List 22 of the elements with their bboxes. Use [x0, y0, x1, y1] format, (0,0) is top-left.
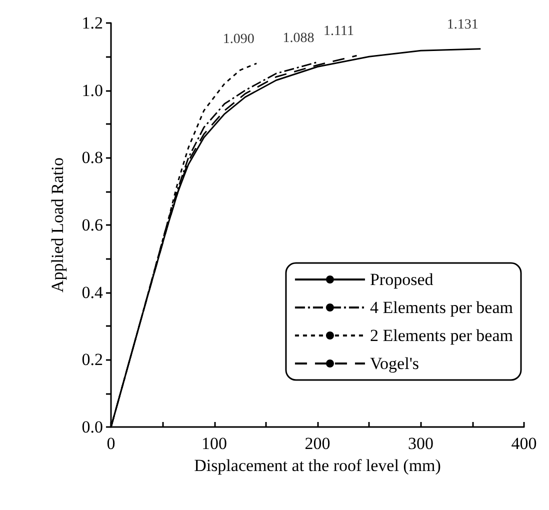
- x-tick-label: 300: [408, 434, 434, 453]
- annotation: 1.088: [282, 30, 314, 46]
- y-tick-label: 0.8: [82, 148, 103, 168]
- legend-label: 4 Elements per beam: [370, 298, 513, 317]
- y-tick-label: 1.2: [82, 14, 103, 32]
- x-axis-title: Displacement at the roof level (mm): [194, 456, 441, 475]
- annotation: 1.111: [324, 24, 354, 40]
- legend-label: Vogel's: [370, 354, 420, 373]
- y-tick-label: 0.2: [82, 350, 103, 370]
- y-tick-label: 1.0: [82, 80, 103, 100]
- annotation: 1.090: [222, 32, 254, 47]
- y-tick-label: 0.0: [82, 418, 103, 436]
- x-tick-label: 200: [304, 434, 330, 453]
- y-tick-label: 0.6: [82, 216, 103, 234]
- y-axis-title: Applied Load Ratio: [48, 157, 67, 293]
- y-tick-label: 0.4: [82, 282, 104, 302]
- x-tick-label: 100: [202, 434, 227, 453]
- legend-label: 2 Elements per beam: [370, 326, 513, 345]
- x-tick-label: 400: [511, 434, 537, 453]
- annotation: 1.131: [446, 17, 478, 32]
- x-tick-label: 0: [106, 434, 116, 453]
- legend-label: Proposed: [370, 270, 434, 289]
